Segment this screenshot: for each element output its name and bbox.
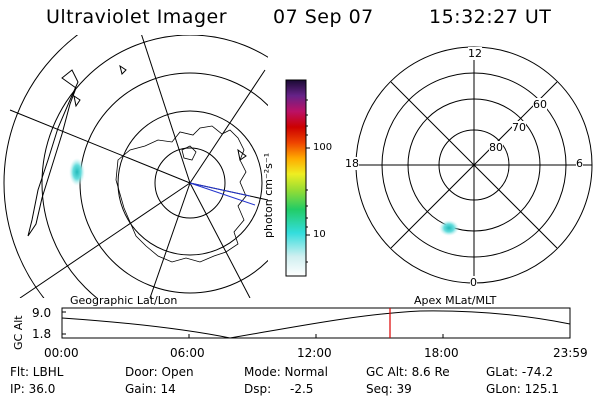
mlt-label-12: 12 (468, 47, 482, 60)
mlat-label-80: 80 (489, 141, 503, 154)
meridian-line (19, 182, 191, 298)
aurora-emission-left (69, 158, 85, 186)
meridian-line (141, 35, 191, 184)
colorbar (285, 79, 307, 277)
altitude-curve (61, 310, 571, 339)
mlt-diagonal (390, 81, 558, 249)
meridian-line (9, 109, 191, 184)
meridian-line (189, 69, 266, 184)
colorbar-unit-label: photon cm⁻²s⁻¹ (262, 152, 275, 238)
pointing-line (189, 182, 251, 197)
orbit-y-axis-label: GC Alt (12, 315, 25, 350)
orbit-x-tick: 18:00 (424, 346, 459, 360)
coastline (73, 94, 81, 108)
mode-status: Mode: Normal (244, 365, 328, 379)
mlt-label-0: 0 (470, 276, 477, 289)
aurora-emission-right (439, 220, 459, 236)
mlat-label-70: 70 (512, 121, 526, 134)
dsp-label: Dsp: (244, 382, 272, 396)
mlt-label-6: 6 (576, 157, 583, 170)
seq-status: Seq: 39 (366, 382, 412, 396)
dsp-value: -2.5 (290, 382, 314, 396)
date-label: 07 Sep 07 (273, 6, 374, 28)
apex-title: Apex MLat/MLT (414, 294, 497, 307)
geographic-map (3, 35, 268, 298)
time-label: 15:32:27 UT (429, 6, 552, 28)
door-status: Door: Open (125, 365, 194, 379)
orbit-x-tick: 06:00 (170, 346, 205, 360)
coastline (181, 145, 197, 161)
filter-status: Flt: LBHL (10, 365, 64, 379)
coastline (115, 125, 247, 263)
lat-circle-4 (41, 35, 268, 298)
orbit-x-tick: 12:00 (297, 346, 332, 360)
orbit-y-tick-bottom: 1.8 (32, 327, 52, 341)
lat-circle-2 (117, 110, 263, 256)
pointing-line (189, 182, 256, 206)
orbit-x-tick: 00:00 (44, 346, 79, 360)
meridian-line (149, 182, 191, 298)
gc-alt-status: GC Alt: 8.6 Re (366, 365, 450, 379)
orbit-y-tick-top: 9.0 (32, 306, 52, 320)
orbit-x-tick: 23:59 (553, 346, 588, 360)
ip-status: IP: 36.0 (10, 382, 56, 396)
polar-mlt-plot (355, 46, 593, 284)
orbit-x-ticks (61, 311, 571, 338)
colorbar-ticks (306, 99, 310, 263)
coastline (27, 69, 79, 237)
gain-status: Gain: 14 (125, 382, 176, 396)
lat-circle-1 (154, 147, 226, 219)
instrument-title: Ultraviolet Imager (46, 6, 228, 28)
mlt-label-18: 18 (345, 157, 359, 170)
mlat-label-60: 60 (533, 98, 547, 111)
glat-status: GLat: -74.2 (486, 365, 553, 379)
glon-status: GLon: 125.1 (486, 382, 559, 396)
colorbar-tick-10: 10 (313, 229, 326, 240)
meridian-line (189, 182, 251, 298)
geographic-title: Geographic Lat/Lon (70, 294, 178, 307)
coastline (237, 148, 247, 161)
colorbar-tick-100: 100 (313, 142, 333, 153)
coastline (119, 64, 127, 75)
lat-circle-5 (3, 35, 79, 298)
